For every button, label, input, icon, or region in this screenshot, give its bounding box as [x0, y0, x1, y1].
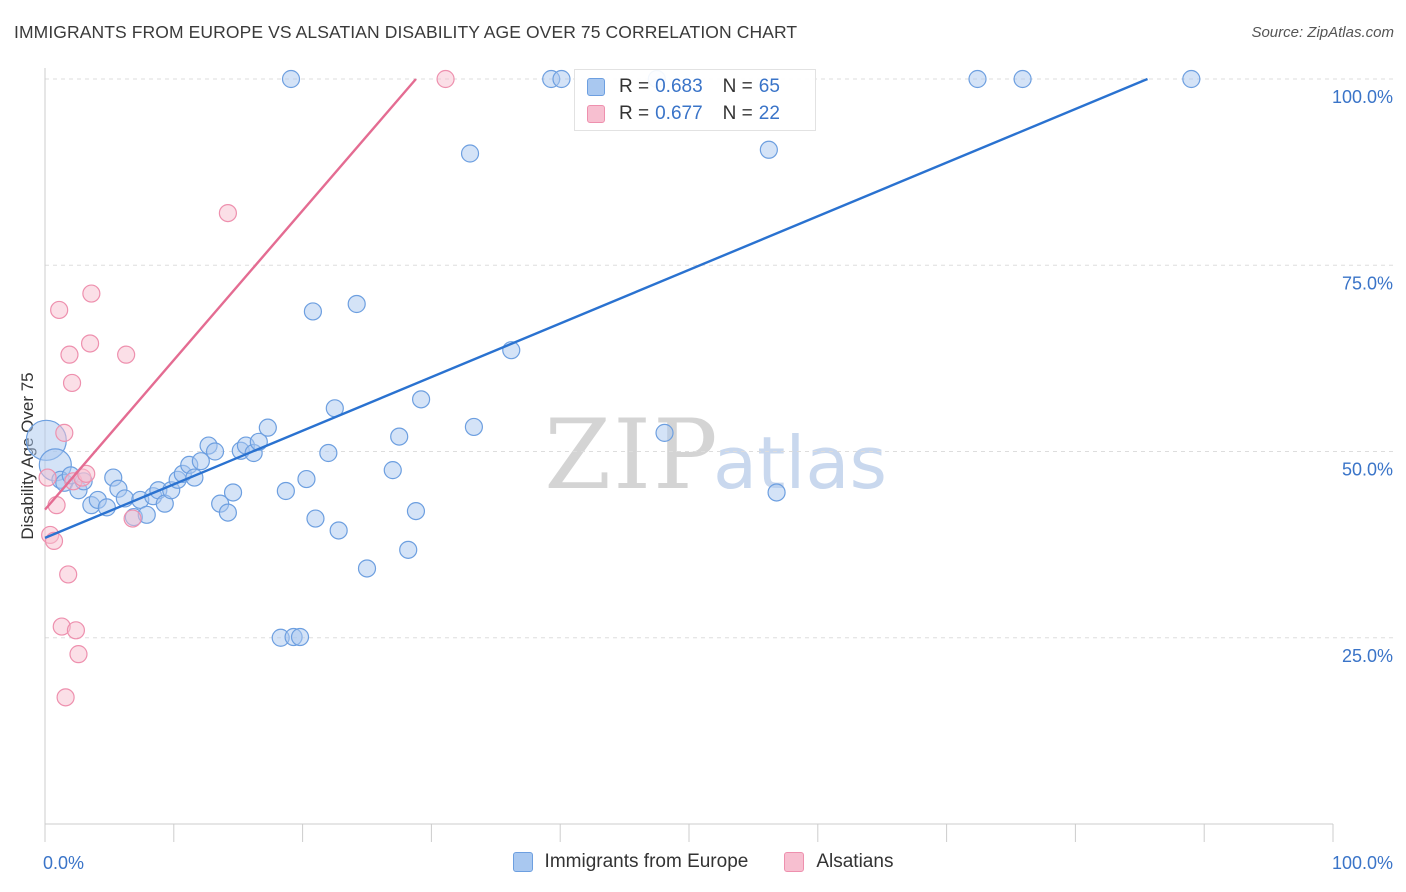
alsatian-point	[56, 688, 75, 707]
chart-title: IMMIGRANTS FROM EUROPE VS ALSATIAN DISAB…	[14, 22, 798, 42]
series-alsatians	[38, 69, 455, 707]
europe-point	[303, 302, 323, 321]
europe-point	[383, 461, 402, 480]
europe-point	[464, 417, 484, 437]
europe-point	[319, 443, 338, 463]
trend-lines	[44, 77, 1148, 540]
y-tick-label: 50.0%	[1342, 460, 1393, 480]
watermark: ZIP atlas	[544, 399, 887, 511]
legend-item-europe[interactable]: Immigrants from Europe	[512, 851, 749, 873]
watermark-zip: ZIP	[544, 399, 719, 511]
x-tick-labels: 0.0% 100.0%	[43, 853, 1393, 873]
europe-point	[357, 559, 377, 578]
alsatian-point	[55, 423, 74, 442]
alsatian-point	[436, 69, 455, 89]
legend-r-value: 0.683	[655, 76, 703, 97]
legend-n-value: 22	[758, 103, 780, 124]
europe-point	[655, 423, 674, 442]
europe-point	[1013, 69, 1032, 89]
legend-swatch-europe	[512, 852, 533, 872]
alsatian-point	[59, 565, 78, 584]
legend-row-europe: R = 0.683 N = 65	[587, 74, 780, 100]
alsatian-point	[50, 300, 69, 320]
legend-n-label: N =	[722, 76, 753, 97]
y-tick-label: 75.0%	[1342, 273, 1393, 293]
x-tick-label: 0.0%	[43, 853, 84, 873]
legend-swatch-europe	[587, 78, 605, 96]
legend-n-value: 65	[758, 76, 780, 97]
europe-point	[258, 418, 277, 437]
europe-point	[347, 294, 366, 314]
europe-point	[223, 483, 243, 502]
legend-label-europe: Immigrants from Europe	[544, 851, 749, 872]
europe-point	[968, 69, 987, 89]
alsatian-point	[69, 645, 88, 664]
legend-n-label: N =	[722, 103, 753, 124]
europe-point	[218, 503, 237, 522]
legend-r-label: R =	[619, 76, 650, 97]
europe-point	[1182, 69, 1201, 89]
watermark-atlas: atlas	[713, 421, 887, 505]
y-axis-label: Disability Age Over 75	[18, 372, 37, 539]
alsatian-point	[218, 204, 237, 223]
europe-point	[191, 452, 210, 471]
legend-row-alsatians: R = 0.677 N = 22	[587, 101, 780, 127]
gridlines	[45, 78, 1393, 639]
alsatian-point	[47, 496, 66, 515]
europe-point	[297, 469, 316, 489]
alsatian-point	[60, 345, 79, 364]
series-immigrants-from-europe	[25, 69, 1201, 647]
alsatian-point	[66, 621, 86, 640]
europe-point	[460, 144, 480, 163]
europe-point	[329, 521, 348, 540]
europe-point	[290, 627, 310, 647]
europe-point	[552, 69, 571, 89]
europe-point	[759, 140, 778, 159]
x-tick-label: 100.0%	[1332, 853, 1393, 873]
series-legend: Immigrants from Europe Alsatians	[0, 851, 1406, 873]
trend-line-europe	[44, 77, 1148, 540]
alsatian-point	[123, 509, 142, 528]
europe-point	[406, 502, 426, 521]
europe-point	[411, 390, 431, 409]
y-tick-label: 100.0%	[1332, 87, 1393, 107]
alsatian-point	[77, 464, 96, 483]
legend-label-alsatians: Alsatians	[816, 851, 894, 872]
legend-r-label: R =	[619, 103, 650, 124]
europe-point	[276, 481, 295, 501]
europe-point	[306, 509, 325, 528]
correlation-legend: R = 0.683 N = 65 R = 0.677 N = 22	[574, 69, 816, 131]
alsatian-point	[117, 345, 136, 364]
europe-point	[390, 427, 409, 446]
chart-source: Source: ZipAtlas.com	[1251, 24, 1394, 41]
alsatian-point	[38, 468, 57, 487]
legend-swatch-alsatians	[587, 105, 605, 123]
alsatian-point	[80, 334, 100, 353]
legend-r-value: 0.677	[655, 103, 703, 124]
legend-swatch-alsatians	[784, 852, 805, 872]
europe-point	[767, 483, 786, 502]
trend-line-alsatians	[44, 78, 417, 511]
y-tick-label: 25.0%	[1342, 646, 1393, 666]
europe-point	[281, 69, 301, 89]
alsatian-point	[82, 284, 101, 303]
europe-point	[399, 540, 418, 559]
legend-item-alsatians[interactable]: Alsatians	[784, 851, 893, 873]
europe-point	[205, 442, 225, 461]
y-tick-labels: 25.0% 50.0% 75.0% 100.0%	[1332, 87, 1393, 666]
alsatian-point	[62, 373, 82, 393]
